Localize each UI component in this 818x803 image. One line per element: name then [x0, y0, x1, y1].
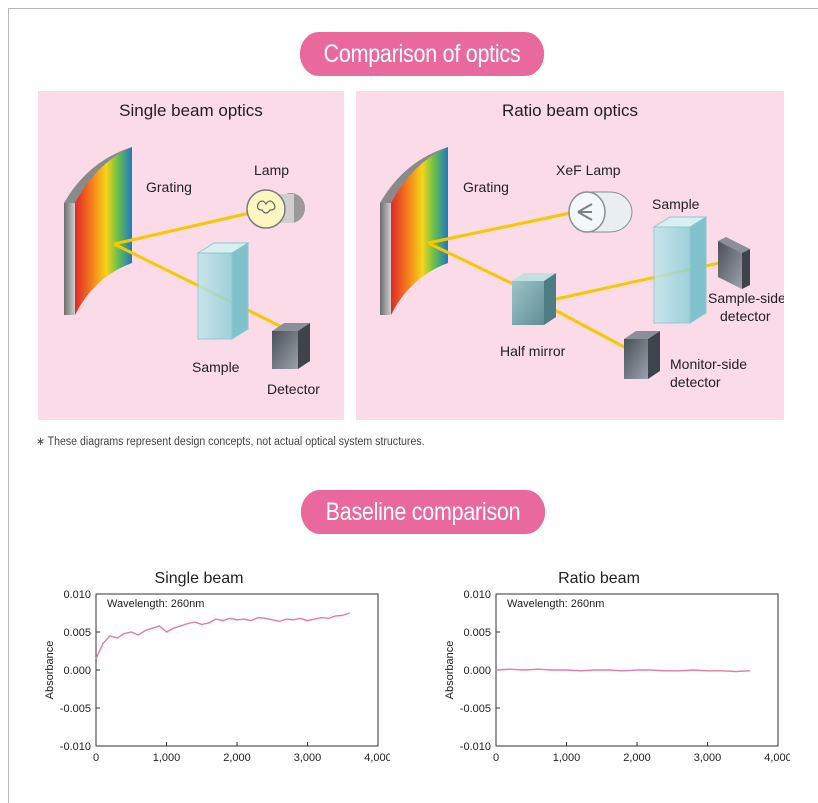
ratio-beam-panel-title: Ratio beam optics — [501, 101, 639, 120]
single-beam-panel: Single beam optics — [38, 91, 344, 420]
ratio-beam-chart: Ratio beam Wavelength: 260nm 0.010 0.005 0.0… — [444, 570, 790, 764]
monitor-side-detector-label-1: Monitor-side — [670, 356, 747, 372]
plot-area — [95, 593, 379, 747]
wavelength-annotation: Wavelength: 260nm — [507, 598, 604, 610]
y-tick-label: -0.005 — [60, 703, 91, 715]
y-tick-label: 0.010 — [63, 589, 91, 601]
lamp-label: Lamp — [254, 162, 289, 178]
detector-icon — [272, 323, 310, 369]
half-mirror-icon — [512, 273, 556, 325]
sample-side-detector-label-1: Sample-side — [708, 290, 784, 306]
detector-label: Detector — [267, 381, 320, 397]
optics-heading: Comparison of optics — [299, 32, 545, 76]
x-tick-label: 4,000 — [764, 752, 790, 764]
x-tick-label: 1,000 — [553, 752, 581, 764]
absorbance-series-line — [495, 668, 750, 673]
single-beam-panel-title: Single beam optics — [119, 101, 263, 120]
single-beam-chart: Single beam Wavelength: 260nm 0.010 0.005 0.… — [44, 570, 390, 764]
sample-label: Sample — [652, 196, 700, 212]
xef-lamp-label: XeF Lamp — [556, 162, 621, 178]
grating-label: Grating — [463, 179, 509, 195]
y-axis-label: Absorbance — [444, 641, 456, 700]
grating-label: Grating — [146, 179, 192, 195]
chart-title: Ratio beam — [558, 570, 640, 587]
absorbance-series-line — [95, 612, 351, 659]
sample-cuvette — [652, 216, 708, 324]
lamp-icon — [246, 189, 305, 229]
y-tick-label: -0.010 — [460, 741, 491, 753]
wavelength-annotation: Wavelength: 260nm — [107, 598, 204, 610]
grating-icon — [64, 147, 132, 315]
x-tick-label: 3,000 — [294, 752, 322, 764]
sample-side-detector-icon — [718, 237, 750, 289]
x-tick-label: 1,000 — [153, 752, 181, 764]
half-mirror-label: Half mirror — [500, 343, 566, 359]
y-tick-label: -0.010 — [60, 741, 91, 753]
x-tick-label: 0 — [93, 752, 99, 764]
sample-side-detector-label-2: detector — [720, 308, 771, 324]
y-axis-label: Absorbance — [44, 641, 56, 700]
page-frame — [8, 8, 818, 803]
xef-lamp-icon — [568, 191, 633, 233]
y-tick-label: 0.010 — [463, 589, 491, 601]
baseline-heading: Baseline comparison — [300, 490, 546, 534]
ratio-beam-diagram: Grating XeF Lamp Sample Sample-side dete… — [380, 147, 784, 390]
x-tick-label: 0 — [493, 752, 499, 764]
single-beam-diagram: Grating Lamp Sample Detector — [64, 147, 320, 397]
x-tick-label: 2,000 — [223, 752, 251, 764]
y-tick-label: 0.005 — [463, 627, 491, 639]
monitor-side-detector-label-2: detector — [670, 374, 721, 390]
grating-icon — [380, 147, 448, 315]
y-tick-label: 0.005 — [63, 627, 91, 639]
monitor-side-detector-icon — [624, 331, 660, 379]
y-tick-label: -0.005 — [460, 703, 491, 715]
x-tick-label: 2,000 — [623, 752, 651, 764]
footnote: ∗ These diagrams represent design concep… — [36, 436, 425, 448]
y-tick-label: 0.000 — [463, 665, 491, 677]
ratio-beam-panel: Ratio beam optics — [356, 91, 784, 420]
chart-title: Single beam — [155, 570, 244, 587]
y-tick-label: 0.000 — [63, 665, 91, 677]
sample-label: Sample — [192, 359, 240, 375]
sample-cuvette — [196, 242, 250, 340]
x-tick-label: 3,000 — [694, 752, 722, 764]
x-tick-label: 4,000 — [364, 752, 390, 764]
